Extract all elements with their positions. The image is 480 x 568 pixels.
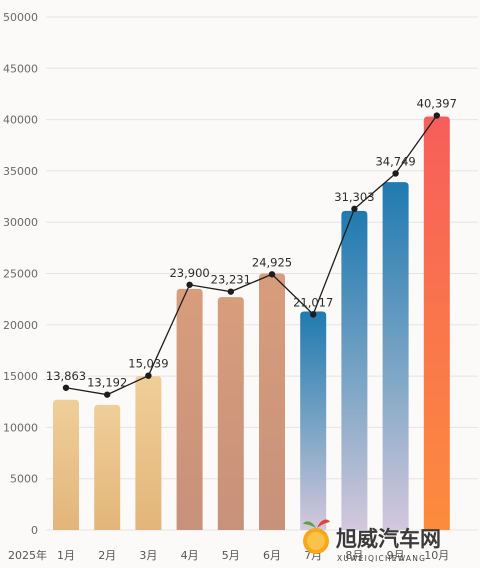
bar-7 <box>300 311 327 530</box>
trend-line <box>62 112 440 398</box>
category-label-8: 8月 <box>345 549 363 562</box>
data-label-1: 13,863 <box>46 369 86 383</box>
line-point-3 <box>145 372 152 379</box>
bar-4 <box>176 288 203 530</box>
bar-10 <box>423 116 450 530</box>
category-label-9: 9月 <box>387 549 405 562</box>
bar-5 <box>217 297 244 530</box>
y-tick-label: 45000 <box>3 62 38 75</box>
y-tick-label: 35000 <box>3 165 38 178</box>
data-label-8: 31,303 <box>334 190 374 204</box>
y-tick-label: 20000 <box>3 319 38 332</box>
data-label-4: 23,900 <box>169 266 209 280</box>
data-label-3: 15,039 <box>128 357 168 371</box>
line-point-10 <box>433 112 440 119</box>
line-point-7 <box>310 311 317 318</box>
line-point-9 <box>392 170 399 177</box>
data-label-10: 40,397 <box>417 97 457 111</box>
year-label: 2025年 <box>8 548 47 562</box>
y-tick-label: 0 <box>31 524 38 537</box>
y-axis-tick-labels: 0 5000 10000 15000 20000 25000 30000 35000 40000… <box>3 11 38 537</box>
data-label-7: 21,017 <box>293 295 333 309</box>
data-label-9: 34,749 <box>375 154 415 168</box>
trend-line-path <box>65 115 438 396</box>
category-label-4: 4月 <box>181 549 199 562</box>
y-tick-label: 10000 <box>3 421 38 434</box>
bars <box>53 116 450 530</box>
orange-fruit-logo-icon <box>303 519 330 554</box>
watermark: 旭威汽车网 XUWEIQICHEWANG <box>303 519 441 563</box>
category-label-1: 1月 <box>57 549 75 562</box>
line-point-1 <box>62 384 70 391</box>
line-point-2 <box>104 391 111 398</box>
bar-6 <box>259 273 285 530</box>
y-tick-label: 40000 <box>3 114 38 127</box>
category-label-3: 3月 <box>139 549 157 562</box>
watermark-name: 旭威汽车网 <box>335 527 441 551</box>
line-point-5 <box>227 288 234 295</box>
bar-9 <box>382 182 409 530</box>
y-tick-label: 15000 <box>3 370 38 383</box>
data-label-5: 23,231 <box>211 273 251 287</box>
bar-8 <box>341 210 368 530</box>
category-label-6: 6月 <box>263 549 281 562</box>
bar-2 <box>94 404 121 530</box>
watermark-subtitle: XUWEIQICHEWANG <box>337 554 426 563</box>
y-tick-label: 5000 <box>10 473 38 486</box>
line-point-4 <box>186 281 193 288</box>
y-tick-label: 25000 <box>3 268 38 281</box>
category-label-5: 5月 <box>222 549 240 562</box>
y-tick-label: 30000 <box>3 216 38 229</box>
bar-3 <box>135 376 162 530</box>
data-label-2: 13,192 <box>87 376 127 390</box>
category-label-10: 10月 <box>424 549 449 562</box>
category-label-2: 2月 <box>98 549 116 562</box>
data-label-6: 24,925 <box>252 255 292 269</box>
y-tick-label: 50000 <box>3 11 38 24</box>
line-point-6 <box>268 271 276 278</box>
line-point-8 <box>351 205 358 213</box>
bar-1 <box>53 399 79 530</box>
